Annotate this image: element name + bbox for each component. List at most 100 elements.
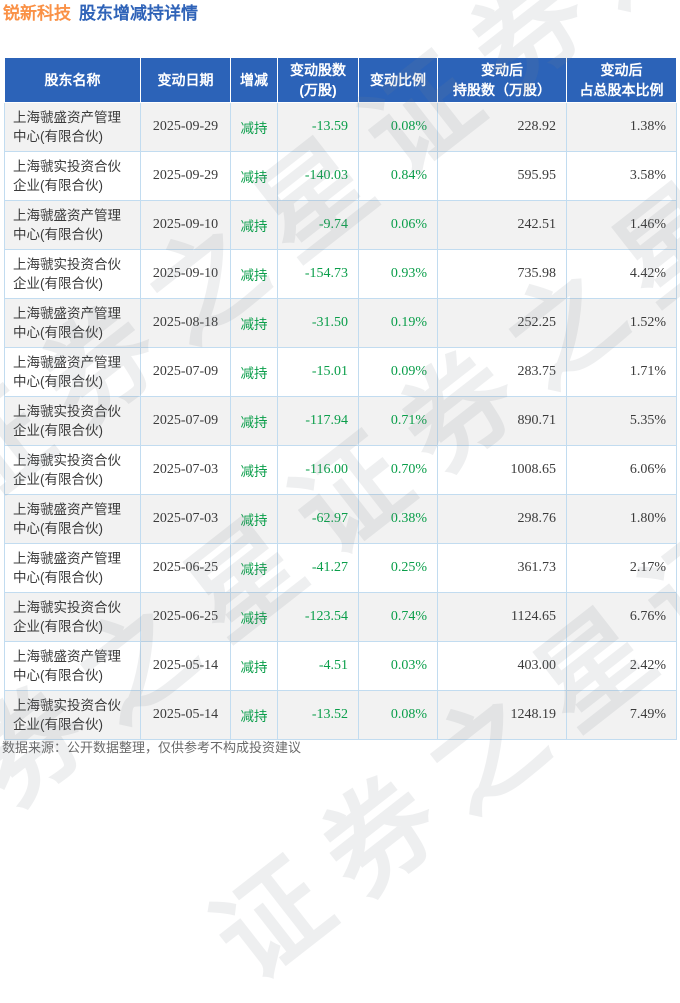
shareholder-name: 上海虢盛资产管理中心(有限合伙) xyxy=(4,347,141,397)
table-row: 上海虢盛资产管理中心(有限合伙) 2025-07-03 减持 -62.97 0.38% 2… xyxy=(4,494,677,544)
change-date: 2025-06-25 xyxy=(140,592,231,642)
change-ratio: 0.08% xyxy=(358,690,438,740)
change-direction: 减持 xyxy=(230,445,278,495)
shareholder-name: 上海虢盛资产管理中心(有限合伙) xyxy=(4,543,141,593)
company-name: 锐新科技 xyxy=(3,4,71,23)
shares-after-change: 228.92 xyxy=(437,102,567,152)
column-header-shareholder: 股东名称 xyxy=(4,57,141,103)
change-shares: -62.97 xyxy=(277,494,359,544)
change-shares: -117.94 xyxy=(277,396,359,446)
ratio-after-change: 1.46% xyxy=(566,200,677,250)
ratio-after-change: 3.58% xyxy=(566,151,677,201)
change-shares: -116.00 xyxy=(277,445,359,495)
change-direction: 减持 xyxy=(230,543,278,593)
change-ratio: 0.74% xyxy=(358,592,438,642)
change-direction: 减持 xyxy=(230,592,278,642)
change-direction: 减持 xyxy=(230,249,278,299)
shareholder-name: 上海虢实投资合伙企业(有限合伙) xyxy=(4,249,141,299)
ratio-after-change: 1.71% xyxy=(566,347,677,397)
table-row: 上海虢实投资合伙企业(有限合伙) 2025-05-14 减持 -13.52 0.08% 1… xyxy=(4,690,677,740)
change-direction: 减持 xyxy=(230,690,278,740)
page-title: 锐新科技 股东增减持详情 xyxy=(3,3,198,25)
shares-after-change: 595.95 xyxy=(437,151,567,201)
change-date: 2025-07-03 xyxy=(140,445,231,495)
column-header-date: 变动日期 xyxy=(140,57,231,103)
column-header-change-ratio: 变动比例 xyxy=(358,57,438,103)
change-date: 2025-09-10 xyxy=(140,200,231,250)
change-direction: 减持 xyxy=(230,641,278,691)
change-date: 2025-05-14 xyxy=(140,690,231,740)
change-date: 2025-07-09 xyxy=(140,347,231,397)
shareholder-name: 上海虢盛资产管理中心(有限合伙) xyxy=(4,298,141,348)
change-direction: 减持 xyxy=(230,494,278,544)
change-date: 2025-09-29 xyxy=(140,151,231,201)
table-row: 上海虢盛资产管理中心(有限合伙) 2025-09-29 减持 -13.59 0.08% 2… xyxy=(4,102,677,152)
shares-after-change: 1008.65 xyxy=(437,445,567,495)
ratio-after-change: 7.49% xyxy=(566,690,677,740)
column-header-ratio-after: 变动后 占总股本比例 xyxy=(566,57,677,103)
table-row: 上海虢实投资合伙企业(有限合伙) 2025-09-10 减持 -154.73 0.93%… xyxy=(4,249,677,299)
shareholder-name: 上海虢实投资合伙企业(有限合伙) xyxy=(4,592,141,642)
change-direction: 减持 xyxy=(230,298,278,348)
column-header-direction: 增减 xyxy=(230,57,278,103)
ratio-after-change: 1.38% xyxy=(566,102,677,152)
change-date: 2025-06-25 xyxy=(140,543,231,593)
change-shares: -15.01 xyxy=(277,347,359,397)
shareholder-name: 上海虢盛资产管理中心(有限合伙) xyxy=(4,641,141,691)
shareholder-name: 上海虢实投资合伙企业(有限合伙) xyxy=(4,151,141,201)
ratio-after-change: 1.52% xyxy=(566,298,677,348)
shares-after-change: 283.75 xyxy=(437,347,567,397)
change-date: 2025-07-03 xyxy=(140,494,231,544)
change-shares: -13.52 xyxy=(277,690,359,740)
change-shares: -9.74 xyxy=(277,200,359,250)
shares-after-change: 890.71 xyxy=(437,396,567,446)
change-date: 2025-07-09 xyxy=(140,396,231,446)
change-direction: 减持 xyxy=(230,347,278,397)
ratio-after-change: 6.76% xyxy=(566,592,677,642)
change-ratio: 0.71% xyxy=(358,396,438,446)
change-direction: 减持 xyxy=(230,396,278,446)
table-row: 上海虢盛资产管理中心(有限合伙) 2025-05-14 减持 -4.51 0.03% 40… xyxy=(4,641,677,691)
change-direction: 减持 xyxy=(230,102,278,152)
page-subtitle: 股东增减持详情 xyxy=(79,4,198,23)
shareholder-name: 上海虢实投资合伙企业(有限合伙) xyxy=(4,690,141,740)
change-ratio: 0.08% xyxy=(358,102,438,152)
change-shares: -31.50 xyxy=(277,298,359,348)
change-shares: -13.59 xyxy=(277,102,359,152)
shares-after-change: 735.98 xyxy=(437,249,567,299)
change-ratio: 0.06% xyxy=(358,200,438,250)
shares-after-change: 403.00 xyxy=(437,641,567,691)
change-direction: 减持 xyxy=(230,151,278,201)
change-ratio: 0.84% xyxy=(358,151,438,201)
table-row: 上海虢实投资合伙企业(有限合伙) 2025-09-29 减持 -140.03 0.84%… xyxy=(4,151,677,201)
change-ratio: 0.03% xyxy=(358,641,438,691)
table-row: 上海虢实投资合伙企业(有限合伙) 2025-07-09 减持 -117.94 0.71%… xyxy=(4,396,677,446)
data-source-note: 数据来源：公开数据整理，仅供参考不构成投资建议 xyxy=(2,740,302,755)
change-date: 2025-09-29 xyxy=(140,102,231,152)
change-ratio: 0.70% xyxy=(358,445,438,495)
shares-after-change: 1124.65 xyxy=(437,592,567,642)
table-row: 上海虢盛资产管理中心(有限合伙) 2025-08-18 减持 -31.50 0.19% 2… xyxy=(4,298,677,348)
change-date: 2025-09-10 xyxy=(140,249,231,299)
ratio-after-change: 2.42% xyxy=(566,641,677,691)
table-body: 上海虢盛资产管理中心(有限合伙) 2025-09-29 减持 -13.59 0.08% 2… xyxy=(4,102,677,740)
column-header-shares-after: 变动后 持股数（万股） xyxy=(437,57,567,103)
shareholder-name: 上海虢盛资产管理中心(有限合伙) xyxy=(4,200,141,250)
shares-after-change: 1248.19 xyxy=(437,690,567,740)
change-shares: -154.73 xyxy=(277,249,359,299)
table-row: 上海虢实投资合伙企业(有限合伙) 2025-06-25 减持 -123.54 0.74%… xyxy=(4,592,677,642)
shareholder-name: 上海虢实投资合伙企业(有限合伙) xyxy=(4,396,141,446)
change-date: 2025-08-18 xyxy=(140,298,231,348)
table-row: 上海虢盛资产管理中心(有限合伙) 2025-07-09 减持 -15.01 0.09% 2… xyxy=(4,347,677,397)
shareholder-name: 上海虢盛资产管理中心(有限合伙) xyxy=(4,494,141,544)
ratio-after-change: 5.35% xyxy=(566,396,677,446)
shares-after-change: 252.25 xyxy=(437,298,567,348)
ratio-after-change: 6.06% xyxy=(566,445,677,495)
shareholder-name: 上海虢实投资合伙企业(有限合伙) xyxy=(4,445,141,495)
shareholder-change-table: 股东名称 变动日期 增减 变动股数 (万股) 变动比例 变动后 持股数（万股） … xyxy=(4,57,677,740)
change-direction: 减持 xyxy=(230,200,278,250)
ratio-after-change: 1.80% xyxy=(566,494,677,544)
change-shares: -4.51 xyxy=(277,641,359,691)
shares-after-change: 242.51 xyxy=(437,200,567,250)
change-shares: -123.54 xyxy=(277,592,359,642)
